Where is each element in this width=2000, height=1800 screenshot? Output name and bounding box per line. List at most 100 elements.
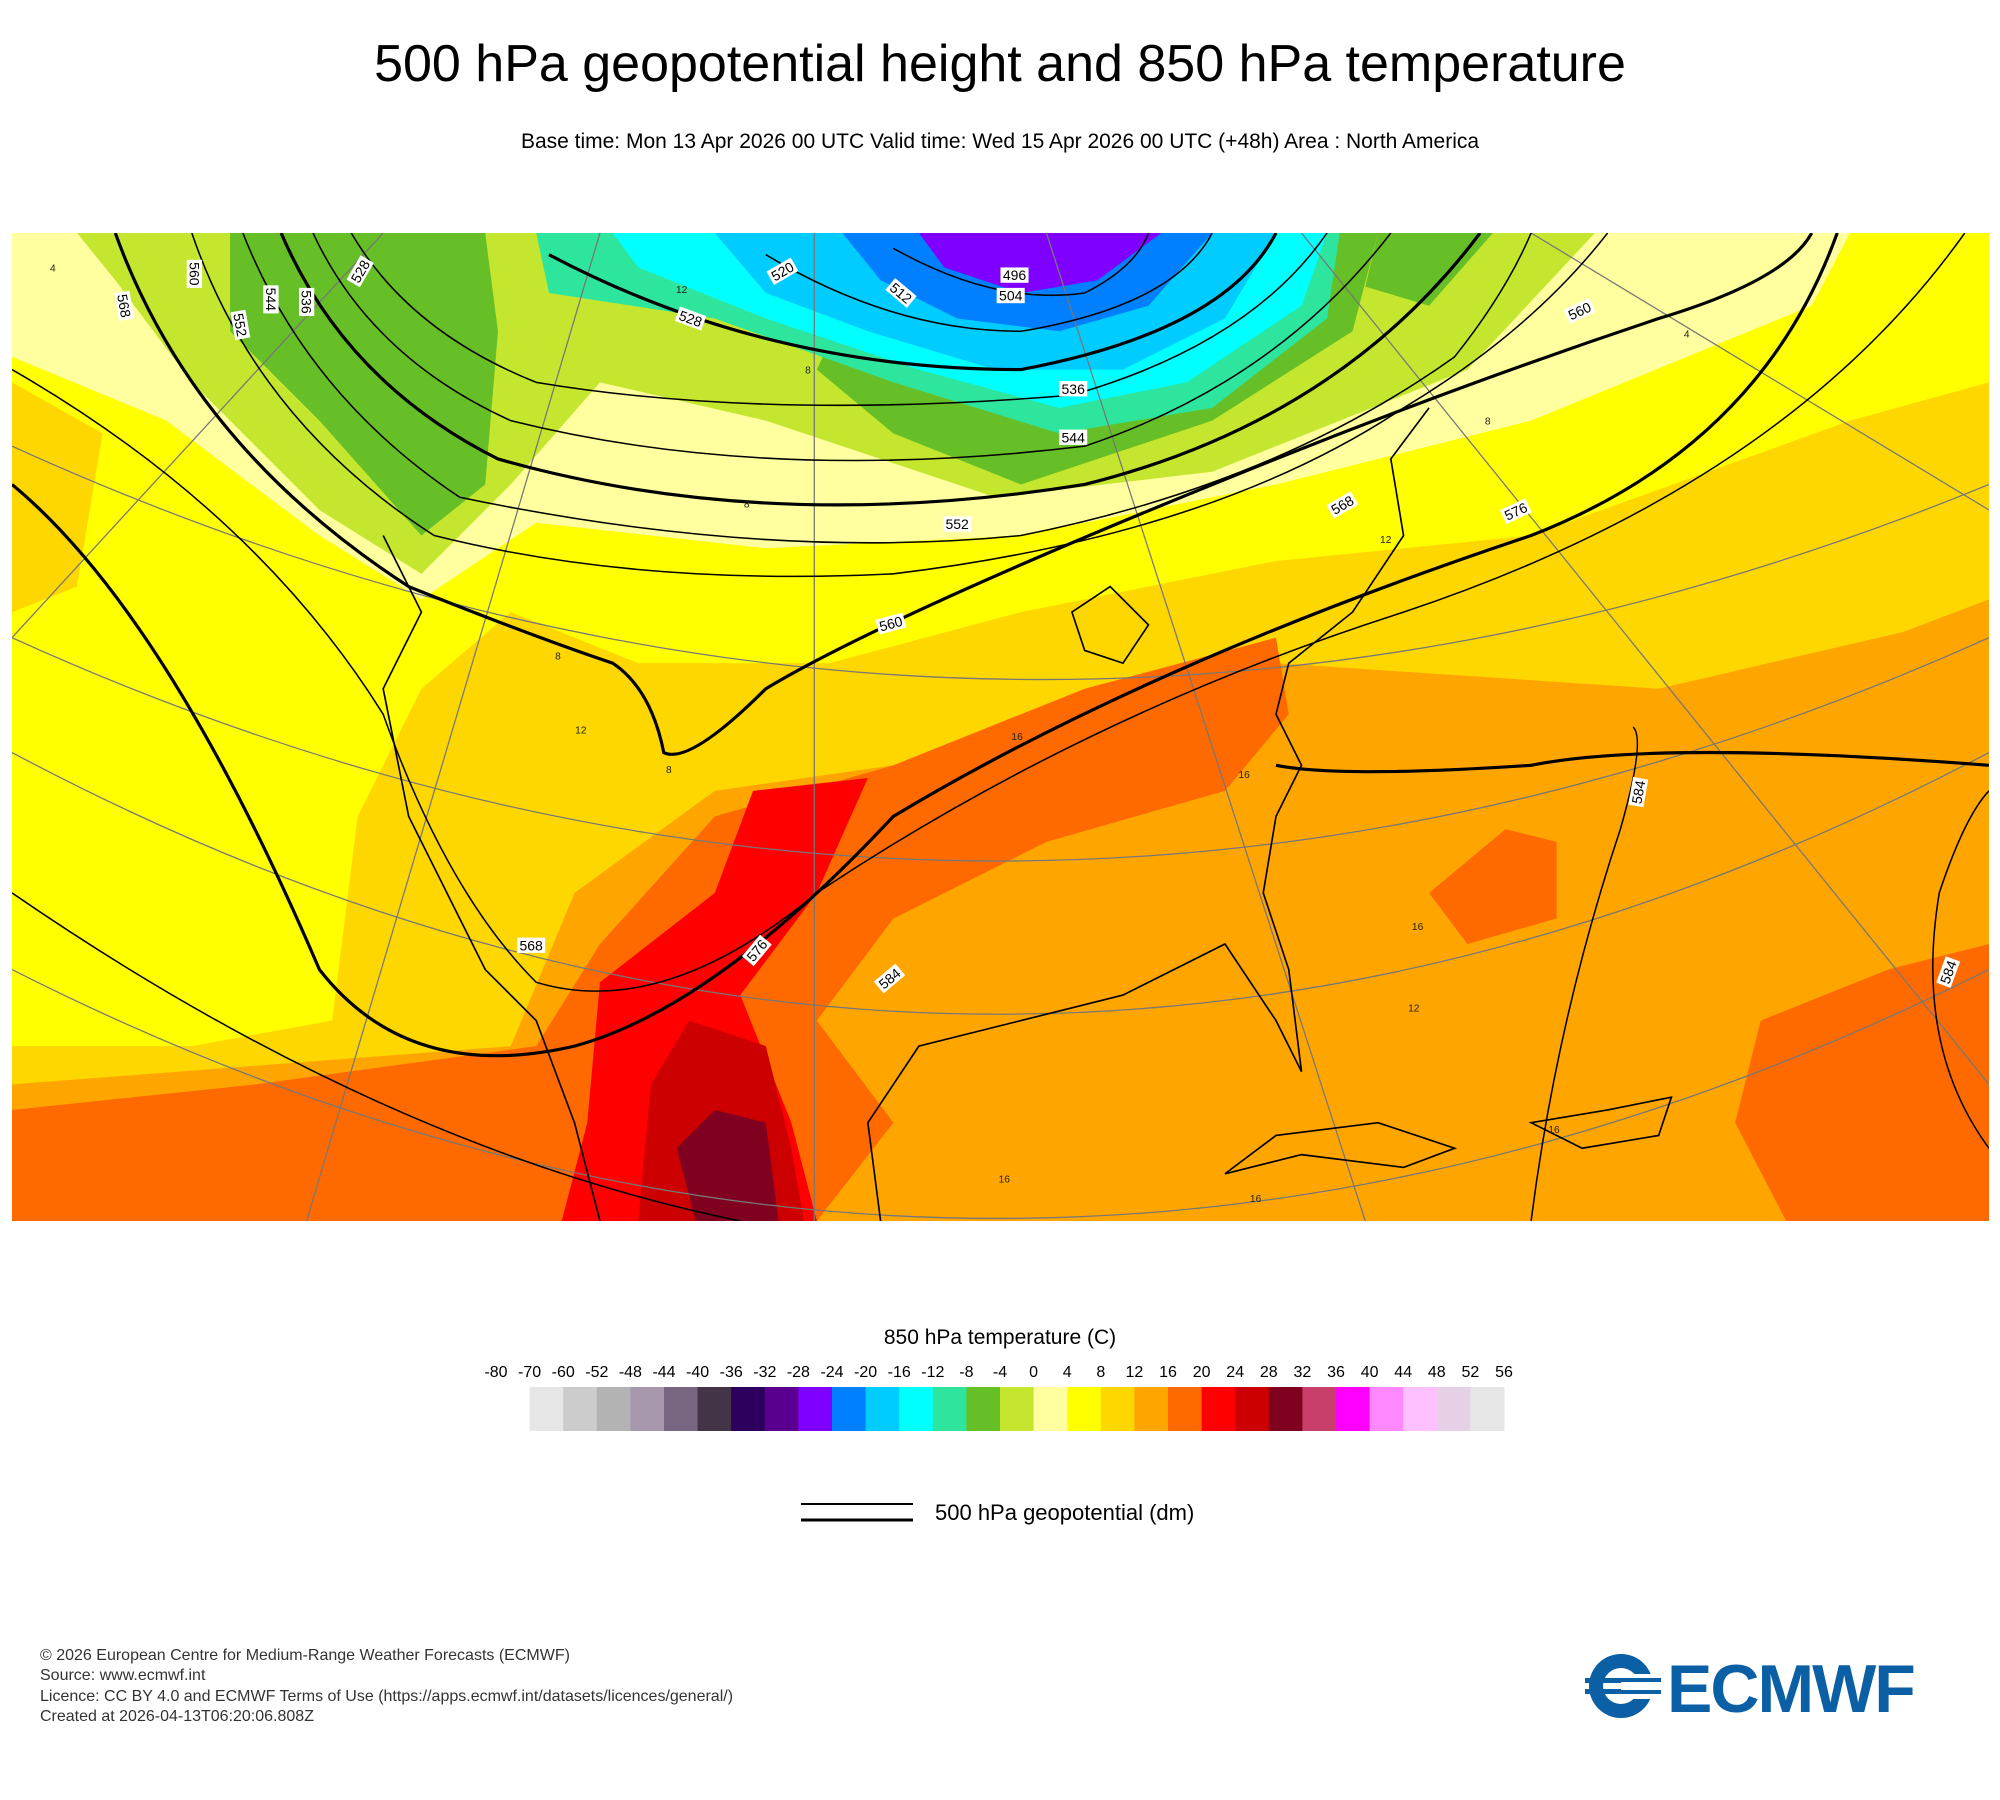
temperature-label: 4	[1684, 330, 1690, 341]
temperature-label: 12	[676, 285, 688, 296]
temperature-label: 8	[805, 365, 811, 376]
colorbar-swatch	[865, 1387, 900, 1431]
temperature-label: 8	[1485, 416, 1491, 427]
footer-line: Source: www.ecmwf.int	[40, 1667, 206, 1684]
colorbar-tick-label: 16	[1159, 1364, 1177, 1381]
colorbar-tick-label: -4	[993, 1364, 1007, 1381]
colorbar-tick-label: 48	[1428, 1364, 1446, 1381]
colorbar-swatch	[1302, 1387, 1337, 1431]
colorbar-swatch	[496, 1387, 531, 1431]
temperature-label: 8	[666, 765, 672, 776]
graticule	[12, 233, 1989, 1221]
colorbar-tick-label: -8	[959, 1364, 973, 1381]
colorbar-tick-label: -12	[921, 1364, 944, 1381]
logo-icon	[1585, 1654, 1661, 1718]
colorbar-swatch	[731, 1387, 766, 1431]
colorbar-tick-label: -70	[518, 1364, 541, 1381]
temperature-label: 8	[744, 499, 750, 510]
contour-label-bg	[766, 257, 799, 285]
contour-label-text: 544	[1062, 429, 1086, 445]
colorbar-tick-label: -48	[619, 1364, 642, 1381]
colorbar-tick-label: -40	[686, 1364, 709, 1381]
contour-label-text: 536	[299, 290, 315, 314]
contour-label-text: 584	[1937, 958, 1960, 986]
colorbar-swatch	[630, 1387, 665, 1431]
contour-label-text: 504	[999, 288, 1023, 304]
contour-label: 584	[1936, 956, 1961, 988]
colorbar-tick-label: -60	[552, 1364, 575, 1381]
footer-line: Licence: CC BY 4.0 and ECMWF Terms of Us…	[40, 1688, 734, 1705]
footer-line: Created at 2026-04-13T06:20:06.808Z	[40, 1708, 314, 1725]
contour-label-bg	[114, 290, 135, 321]
title: 500 hPa geopotential height and 850 hPa …	[374, 35, 1626, 93]
colorbar-swatch	[932, 1387, 967, 1431]
colorbar-swatch	[697, 1387, 732, 1431]
colorbar-swatch	[1201, 1387, 1236, 1431]
colorbar-swatch	[1403, 1387, 1438, 1431]
contour-label-bg	[674, 306, 707, 331]
logo: ECMWF	[1585, 1651, 1916, 1725]
colorbar-tick-label: 0	[1029, 1364, 1038, 1381]
temperature-label: 4	[50, 263, 56, 274]
contour-label-text: 584	[1628, 779, 1648, 805]
contour-label-bg	[230, 309, 251, 341]
contour-label-text: 536	[1062, 381, 1086, 397]
contour-label-bg	[1326, 491, 1359, 519]
colorbar-swatch	[1100, 1387, 1135, 1431]
contour-label: 544	[1059, 429, 1088, 445]
contour-label-text: 560	[186, 262, 202, 286]
colorbar-tick-label: 4	[1063, 1364, 1072, 1381]
colorbar-tick-label: 12	[1126, 1364, 1144, 1381]
colorbar-swatch	[1067, 1387, 1102, 1431]
colorbar-tick-label: 32	[1294, 1364, 1312, 1381]
colorbar-tick-label: -44	[652, 1364, 675, 1381]
footer-line: © 2026 European Centre for Medium-Range …	[40, 1647, 570, 1664]
colorbar-tick-label: -52	[585, 1364, 608, 1381]
contour-label: 568	[517, 937, 546, 953]
colorbar-swatch	[764, 1387, 799, 1431]
colorbar-swatch	[1000, 1387, 1035, 1431]
colorbar-tick-label: -24	[820, 1364, 843, 1381]
contour-label: 560	[875, 612, 907, 635]
colorbar-tick-label: 56	[1495, 1364, 1513, 1381]
contour-label: 544	[263, 285, 279, 314]
colorbar-tick-label: -32	[753, 1364, 776, 1381]
contour-label-text: 552	[945, 516, 969, 532]
temperature-label: 12	[1380, 535, 1392, 546]
contour-label-text: 552	[230, 312, 250, 338]
temperature-field	[12, 233, 1989, 1221]
temperature-label: 12	[1408, 1004, 1420, 1015]
contour-label-text: 544	[263, 288, 279, 312]
colorbar-swatch	[832, 1387, 867, 1431]
colorbar-tick-label: 24	[1226, 1364, 1244, 1381]
colorbar-tick-label: 52	[1462, 1364, 1480, 1381]
colorbar-swatch	[664, 1387, 699, 1431]
colorbar-swatch	[1134, 1387, 1169, 1431]
temperature-label: 16	[1238, 770, 1250, 781]
contour-label: 536	[299, 287, 315, 316]
contour-label-bg	[263, 285, 279, 314]
contour-label: 552	[943, 516, 972, 532]
colorbar-tick-label: 40	[1361, 1364, 1379, 1381]
subtitle: Base time: Mon 13 Apr 2026 00 UTC Valid …	[520, 130, 1480, 153]
colorbar-tick-label: -28	[787, 1364, 810, 1381]
colorbar-tick-label: -80	[484, 1364, 507, 1381]
contour-label-bg	[1499, 498, 1532, 525]
contour-label: 584	[1628, 776, 1648, 808]
colorbar-tick-label: 28	[1260, 1364, 1278, 1381]
colorbar-swatch	[798, 1387, 833, 1431]
colorbar-tick-label: 8	[1096, 1364, 1105, 1381]
geopotential-contours	[12, 233, 1989, 1221]
contour-label-text: 568	[114, 293, 134, 319]
contour-label-bg	[1563, 297, 1596, 324]
temperature-label: 8	[555, 651, 561, 662]
colorbar-swatch	[1235, 1387, 1270, 1431]
colorbar-swatch	[596, 1387, 631, 1431]
contour-label: 528	[674, 306, 707, 331]
contour-label-bg	[517, 937, 546, 953]
contour-label-bg	[885, 278, 917, 308]
temperature-label: 16	[1011, 732, 1023, 743]
colorbar-tick-label: -36	[720, 1364, 743, 1381]
contour-label-text: 560	[877, 613, 904, 635]
